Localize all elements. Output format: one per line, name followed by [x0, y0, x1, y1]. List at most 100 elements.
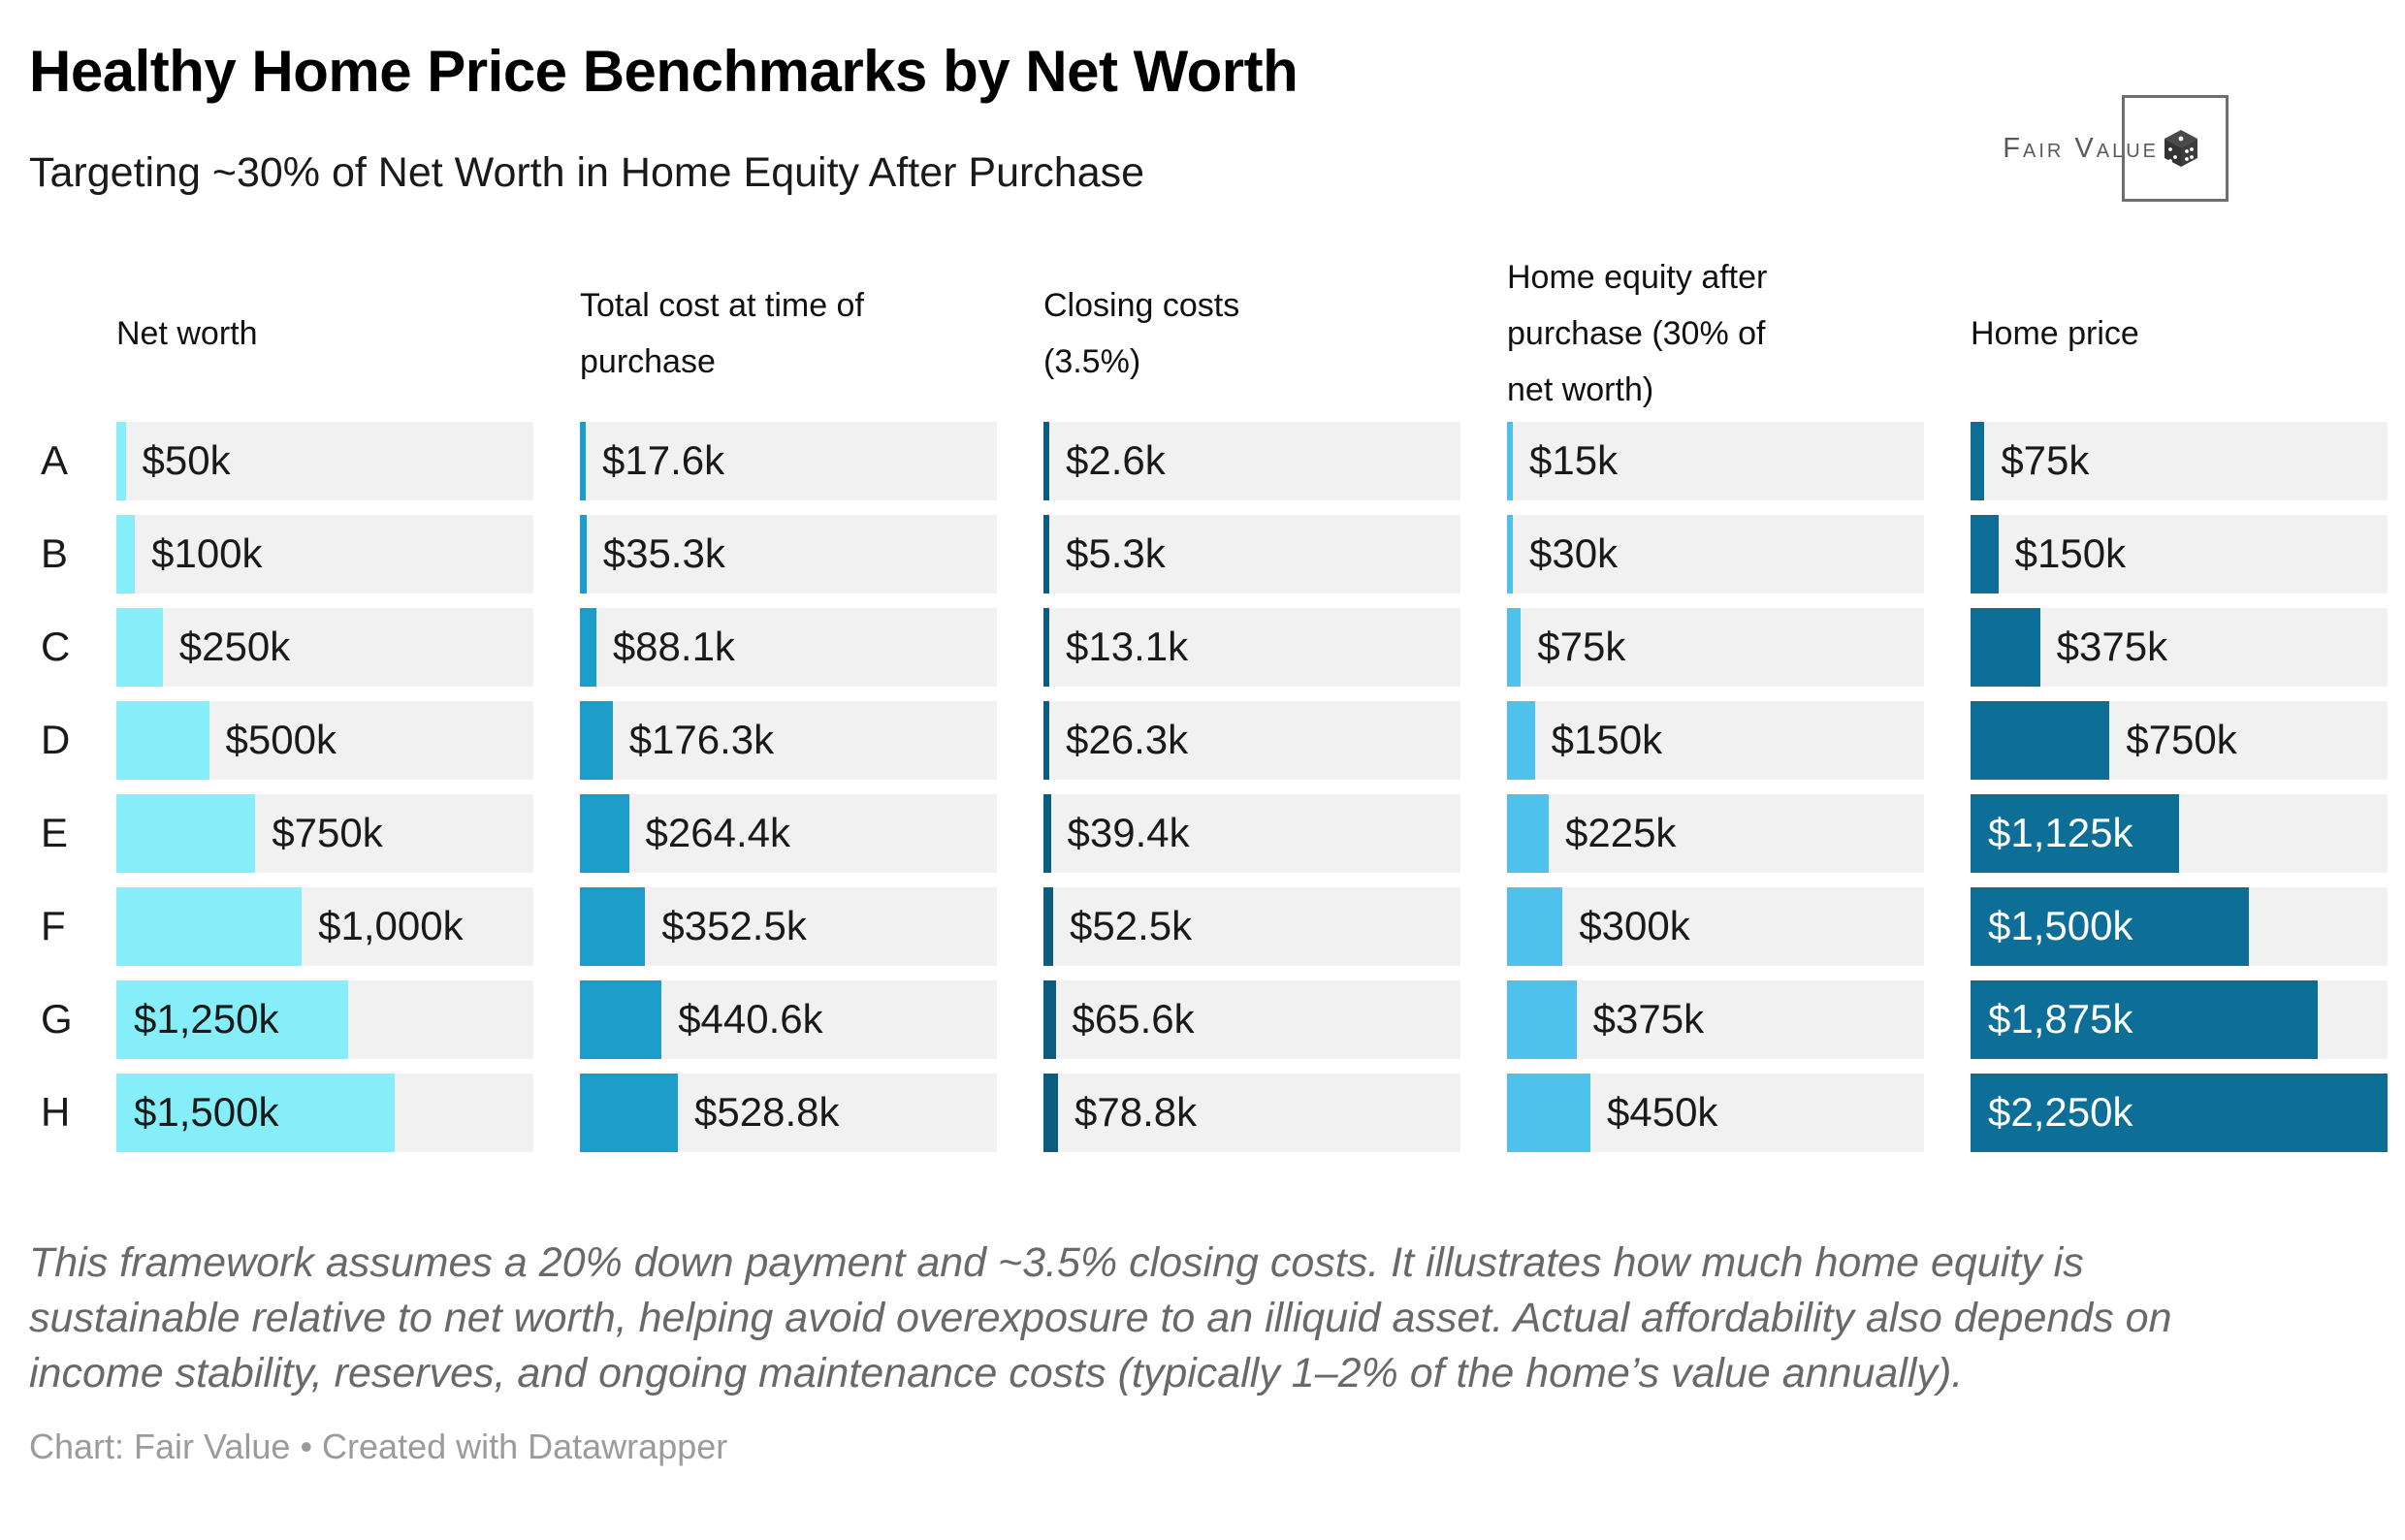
bar-track: $750k [116, 793, 533, 873]
bar [1507, 700, 1535, 780]
bar-track: $2.6k [1043, 421, 1460, 500]
bar-value-label: $150k [2014, 530, 2127, 577]
bar-track: $500k [116, 700, 533, 780]
bar-table: A $50k $17.6k $2.6k $15k $75k B $100k $35.3k $5.3… [29, 421, 2388, 1152]
bar-value-label: $1,500k [134, 1089, 279, 1136]
bar-track: $1,125k [1971, 793, 2388, 873]
bar-value-label: $75k [1537, 624, 1626, 670]
bar-track: $250k [116, 607, 533, 687]
chart-credit: Chart: Fair Value • Created with Datawra… [29, 1426, 728, 1466]
bar [580, 1073, 679, 1152]
bar-track: $375k [1507, 979, 1924, 1059]
bar [1971, 979, 2319, 1059]
dice-icon [2164, 130, 2197, 167]
bar [1971, 514, 1999, 594]
bar-track: $440.6k [580, 979, 997, 1059]
bar-value-label: $250k [178, 624, 291, 670]
bar [1971, 886, 2249, 966]
bar [116, 607, 163, 687]
bar-value-label: $5.3k [1066, 530, 1166, 577]
bar-track: $264.4k [580, 793, 997, 873]
column-header: Total cost at time of purchase [580, 286, 864, 380]
row-label: B [41, 530, 69, 577]
bar-value-label: $300k [1579, 903, 1690, 949]
bar [1043, 886, 1054, 966]
bar [1971, 793, 2179, 873]
chart-note: This framework assumes a 20% down paymen… [29, 1238, 2172, 1396]
bar-track: $375k [1971, 607, 2388, 687]
bar [580, 514, 587, 594]
bar-value-label: $500k [225, 717, 337, 763]
bar [580, 700, 613, 780]
bar-value-label: $1,250k [134, 996, 279, 1043]
bar-track: $528.8k [580, 1073, 997, 1152]
bar-value-label: $2.6k [1066, 437, 1166, 484]
row-label: E [41, 810, 69, 856]
bar-value-label: $264.4k [645, 810, 790, 856]
table-row: G $1,250k $440.6k $65.6k $375k $1,875k [29, 979, 2388, 1059]
bar-track: $5.3k [1043, 514, 1460, 594]
bar-value-label: $13.1k [1066, 624, 1189, 670]
bar [1507, 607, 1522, 687]
bar-track: $75k [1507, 607, 1924, 687]
bar [1043, 607, 1049, 687]
bar-value-label: $2,250k [1988, 1089, 2133, 1136]
table-row: E $750k $264.4k $39.4k $225k $1,125k [29, 793, 2388, 873]
bar-value-label: $375k [2056, 624, 2168, 670]
bar-value-label: $1,000k [318, 903, 464, 949]
bar-track: $26.3k [1043, 700, 1460, 780]
bar [116, 700, 209, 780]
column-header: Closing costs (3.5%) [1043, 286, 1240, 380]
bar-value-label: $15k [1529, 437, 1619, 484]
table-row: A $50k $17.6k $2.6k $15k $75k [29, 421, 2388, 500]
bar-track: $352.5k [580, 886, 997, 966]
column-header: Net worth [116, 314, 258, 352]
table-row: C $250k $88.1k $13.1k $75k $375k [29, 607, 2388, 687]
bar-value-label: $225k [1565, 810, 1677, 856]
bar [1043, 700, 1049, 780]
table-row: F $1,000k $352.5k $52.5k $300k $1,500k [29, 886, 2388, 966]
bar-track: $15k [1507, 421, 1924, 500]
bar-track: $35.3k [580, 514, 997, 594]
bar-value-label: $100k [151, 530, 263, 577]
bar [1971, 700, 2110, 780]
bar [1043, 421, 1049, 500]
bar-value-label: $26.3k [1066, 717, 1189, 763]
bar-track: $1,500k [1971, 886, 2388, 966]
brand-name: Fair Value [2003, 132, 2159, 164]
brand-logo: Fair Value [2003, 95, 2229, 202]
bar-value-label: $440.6k [678, 996, 823, 1043]
bar-track: $17.6k [580, 421, 997, 500]
bar-track: $52.5k [1043, 886, 1460, 966]
bar-value-label: $750k [272, 810, 383, 856]
bar [1507, 979, 1577, 1059]
bar-value-label: $750k [2126, 717, 2237, 763]
bar-value-label: $17.6k [602, 437, 725, 484]
table-row: D $500k $176.3k $26.3k $150k $750k [29, 700, 2388, 780]
bar [1507, 793, 1549, 873]
bar-value-label: $39.4k [1067, 810, 1190, 856]
bar-track: $39.4k [1043, 793, 1460, 873]
row-label: H [41, 1089, 71, 1136]
bar-track: $150k [1507, 700, 1924, 780]
bar [580, 607, 596, 687]
row-label: A [41, 437, 69, 484]
bar-value-label: $78.8k [1074, 1089, 1198, 1136]
bar-value-label: $35.3k [602, 530, 725, 577]
bar-track: $150k [1971, 514, 2388, 594]
bar-track: $1,500k [116, 1073, 533, 1152]
bar-value-label: $1,125k [1988, 810, 2133, 856]
bar [116, 514, 136, 594]
bar-value-label: $1,500k [1988, 903, 2133, 949]
bar [1043, 979, 1056, 1059]
bar-value-label: $352.5k [661, 903, 807, 949]
bar-value-label: $88.1k [612, 624, 735, 670]
bar-value-label: $50k [142, 437, 231, 484]
bar-value-label: $30k [1529, 530, 1619, 577]
bar [1971, 607, 2040, 687]
bar [1507, 886, 1563, 966]
bar-value-label: $52.5k [1070, 903, 1193, 949]
row-label: G [41, 996, 73, 1043]
bar-track: $13.1k [1043, 607, 1460, 687]
